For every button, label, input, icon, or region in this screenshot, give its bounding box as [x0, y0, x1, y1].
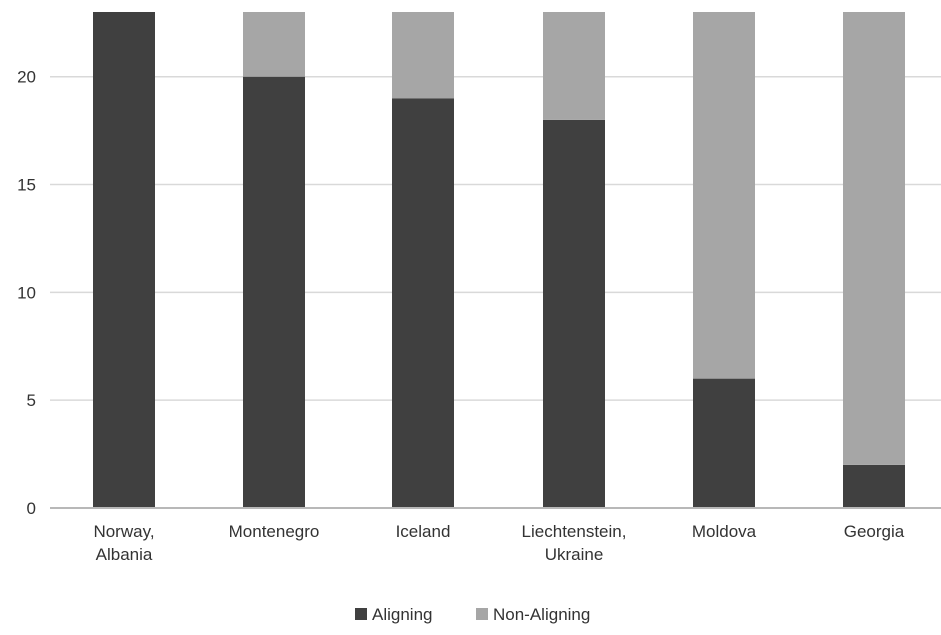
bar-non-aligning-5 — [843, 12, 905, 465]
y-axis-tick-labels: 0 5 10 15 20 — [17, 68, 36, 518]
legend-label: Non-Aligning — [493, 605, 590, 624]
bar-aligning-3 — [543, 119, 605, 509]
bar-non-aligning-2 — [392, 12, 454, 99]
x-tick-label: Moldova — [692, 522, 757, 541]
x-tick-label: Georgia — [844, 522, 905, 541]
legend: Aligning Non-Aligning — [355, 605, 590, 624]
x-tick-label: Ukraine — [545, 545, 604, 564]
legend-swatch-non-aligning — [476, 608, 488, 620]
y-tick-label: 5 — [27, 391, 36, 410]
bar-aligning-4 — [693, 378, 755, 508]
y-tick-label: 10 — [17, 283, 36, 302]
y-tick-label: 0 — [27, 499, 36, 518]
bar-aligning-0 — [93, 12, 155, 508]
legend-label: Aligning — [372, 605, 433, 624]
x-axis-tick-labels: Norway, Albania Montenegro Iceland Liechtens… — [93, 522, 904, 564]
bar-non-aligning-1 — [243, 12, 305, 77]
bar-aligning-1 — [243, 76, 305, 509]
gridlines — [50, 75, 941, 401]
x-tick-label: Montenegro — [229, 522, 320, 541]
bar-aligning-2 — [392, 98, 454, 509]
bars — [93, 12, 905, 509]
x-tick-label: Liechtenstein, — [522, 522, 627, 541]
bar-non-aligning-3 — [543, 12, 605, 120]
x-tick-label: Norway, — [93, 522, 154, 541]
x-tick-label: Iceland — [396, 522, 451, 541]
x-tick-label: Albania — [96, 545, 153, 564]
bar-aligning-5 — [843, 464, 905, 508]
y-tick-label: 20 — [17, 68, 36, 87]
legend-swatch-aligning — [355, 608, 367, 620]
bar-non-aligning-4 — [693, 12, 755, 379]
y-tick-label: 15 — [17, 176, 36, 195]
